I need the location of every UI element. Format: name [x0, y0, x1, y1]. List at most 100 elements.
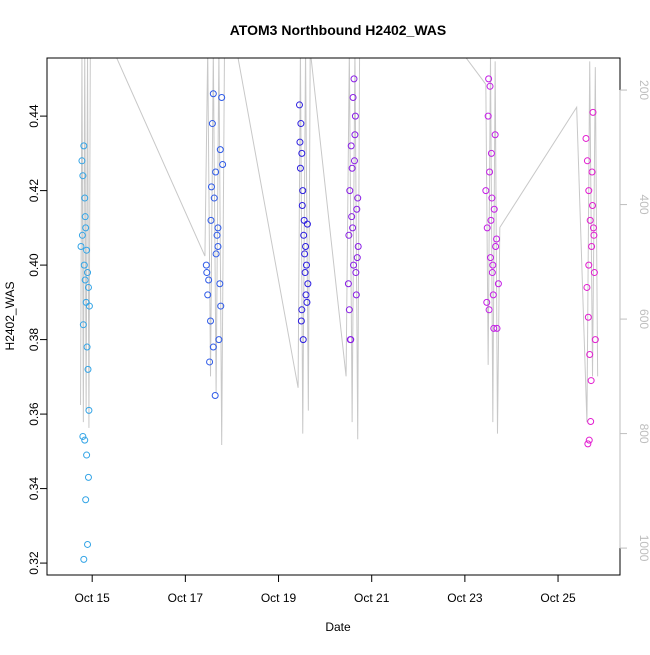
point: [80, 555, 88, 563]
point-layer: [77, 75, 599, 563]
y-axis-label: H2402_WAS: [3, 282, 17, 351]
point: [484, 112, 492, 120]
point: [583, 283, 591, 291]
point: [296, 164, 304, 172]
y-tick-label: 0.38: [27, 328, 41, 352]
point: [354, 242, 362, 250]
point: [218, 93, 226, 101]
point: [82, 224, 90, 232]
point: [298, 202, 306, 210]
point: [588, 168, 596, 176]
point: [585, 187, 593, 195]
point: [492, 242, 500, 250]
point: [207, 216, 215, 224]
point: [81, 436, 89, 444]
point: [483, 298, 491, 306]
point: [77, 242, 85, 250]
x-tick-label: Oct 19: [261, 591, 297, 605]
point: [346, 187, 354, 195]
point: [482, 187, 490, 195]
point: [587, 418, 595, 426]
x-tick-label: Oct 25: [540, 591, 576, 605]
point: [347, 142, 355, 150]
point: [83, 343, 91, 351]
point: [209, 343, 217, 351]
point: [349, 224, 357, 232]
point: [586, 350, 594, 358]
point: [489, 261, 497, 269]
point: [212, 168, 220, 176]
point: [81, 194, 89, 202]
y-tick-label: 0.44: [27, 104, 41, 128]
y-tick-label: 0.34: [27, 477, 41, 501]
point: [300, 231, 308, 239]
point: [589, 224, 597, 232]
point: [590, 231, 598, 239]
point: [486, 168, 494, 176]
point: [208, 120, 216, 128]
point: [348, 213, 356, 221]
point: [488, 194, 496, 202]
point: [81, 276, 89, 284]
point: [584, 440, 592, 448]
point: [348, 164, 356, 172]
point: [301, 269, 309, 277]
point: [346, 336, 354, 344]
point: [493, 235, 501, 243]
point: [303, 298, 311, 306]
point: [82, 496, 90, 504]
y2-tick-label: 800: [637, 424, 650, 444]
point: [81, 213, 89, 221]
point: [212, 250, 220, 258]
point: [490, 205, 498, 213]
point: [303, 220, 311, 228]
point: [589, 202, 597, 210]
point: [350, 75, 358, 83]
point: [490, 324, 498, 332]
point: [352, 269, 360, 277]
point: [209, 90, 217, 98]
point: [590, 269, 598, 277]
x-tick-label: Oct 23: [447, 591, 483, 605]
point: [84, 365, 92, 373]
point: [80, 261, 88, 269]
point: [210, 194, 218, 202]
point: [84, 269, 92, 277]
point: [591, 336, 599, 344]
point: [207, 183, 215, 191]
point: [217, 302, 225, 310]
point: [213, 231, 221, 239]
point: [582, 134, 590, 142]
point: [84, 540, 92, 548]
point: [78, 231, 86, 239]
point: [83, 451, 91, 459]
point: [493, 324, 501, 332]
point: [205, 276, 213, 284]
point: [588, 242, 596, 250]
point: [586, 216, 594, 224]
point: [202, 261, 210, 269]
point: [203, 269, 211, 277]
line-layer: [80, 58, 599, 446]
point: [584, 313, 592, 321]
point: [207, 317, 215, 325]
point: [78, 157, 86, 165]
point: [298, 149, 306, 157]
point: [489, 291, 497, 299]
y2-tick-label: 600: [637, 309, 650, 329]
point: [587, 377, 595, 385]
point: [351, 131, 359, 139]
point: [487, 216, 495, 224]
point: [211, 391, 219, 399]
point: [297, 120, 305, 128]
y2-tick-label: 1000: [637, 535, 650, 562]
point: [485, 75, 493, 83]
y-tick-label: 0.40: [27, 253, 41, 277]
point: [84, 473, 92, 481]
point: [214, 242, 222, 250]
depth-line: [80, 58, 599, 446]
point: [350, 157, 358, 165]
point: [352, 291, 360, 299]
point: [214, 224, 222, 232]
point: [298, 306, 306, 314]
